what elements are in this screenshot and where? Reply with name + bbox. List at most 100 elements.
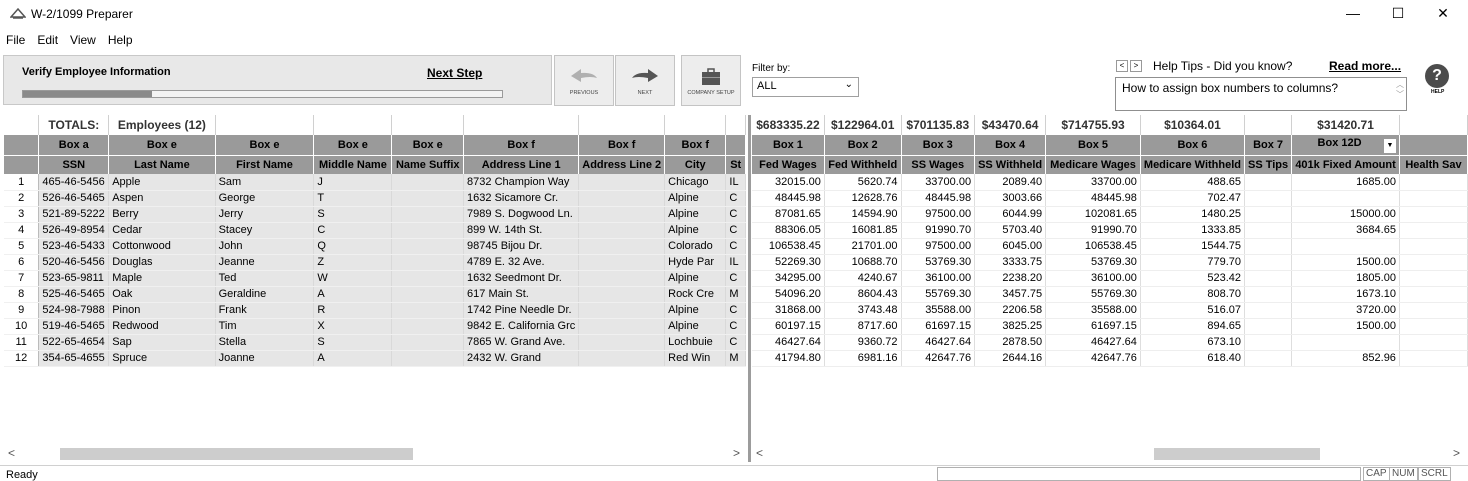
table-cell[interactable]: 33700.00	[1045, 174, 1141, 191]
table-cell[interactable]: 520-46-5456	[38, 254, 110, 271]
table-row[interactable]: 12 354-65-4655 Spruce Joanne A 2432 W. Grand R…	[4, 350, 746, 367]
table-cell[interactable]: 488.65	[1140, 174, 1246, 191]
table-cell[interactable]: 10688.70	[824, 254, 902, 271]
table-row[interactable]: 7 523-65-9811 Maple Ted W 1632 Seedmont Dr. Al…	[4, 270, 746, 287]
table-cell[interactable]: Alpine	[664, 270, 727, 287]
table-cell[interactable]	[1399, 350, 1468, 367]
table-cell[interactable]: 2089.40	[974, 174, 1047, 191]
table-cell[interactable]: 55769.30	[1045, 286, 1141, 303]
read-more-link[interactable]: Read more...	[1329, 59, 1402, 73]
menu-help[interactable]: Help	[107, 33, 133, 47]
table-cell[interactable]: R	[313, 302, 393, 319]
table-cell[interactable]	[1399, 238, 1468, 255]
table-cell[interactable]: 522-65-4654	[38, 334, 110, 351]
table-cell[interactable]	[391, 254, 465, 271]
table-cell[interactable]	[1291, 238, 1400, 255]
table-cell[interactable]: 899 W. 14th St.	[463, 222, 580, 239]
row-number[interactable]: 2	[4, 190, 40, 207]
box-header-cell[interactable]: Box f	[578, 135, 666, 156]
table-cell[interactable]: 3457.75	[974, 286, 1047, 303]
table-cell[interactable]: 516.07	[1140, 302, 1246, 319]
table-cell[interactable]: Sap	[108, 334, 216, 351]
scroll-right-icon[interactable]: >	[1453, 446, 1461, 460]
table-cell[interactable]: 4240.67	[824, 270, 902, 287]
table-cell[interactable]: Jeanne	[215, 254, 315, 271]
table-cell[interactable]: 8717.60	[824, 318, 902, 335]
table-row[interactable]: 9 524-98-7988 Pinon Frank R 1742 Pine Needle …	[4, 302, 746, 319]
table-cell[interactable]: A	[313, 286, 393, 303]
table-cell[interactable]: Cedar	[108, 222, 216, 239]
row-number[interactable]: 10	[4, 318, 40, 335]
column-header[interactable]: SS Wages	[901, 155, 976, 174]
next-button[interactable]: NEXT	[615, 55, 675, 106]
table-cell[interactable]	[1291, 334, 1400, 351]
company-setup-button[interactable]: COMPANY SETUP	[681, 55, 741, 106]
column-header[interactable]: Address Line 2	[578, 155, 666, 174]
table-cell[interactable]: A	[313, 350, 393, 367]
table-cell[interactable]	[578, 174, 666, 191]
table-cell[interactable]: C	[725, 318, 746, 335]
menu-edit[interactable]: Edit	[37, 33, 59, 47]
table-row[interactable]: 6 520-46-5456 Douglas Jeanne Z 4789 E. 32 Ave…	[4, 254, 746, 271]
table-cell[interactable]: Spruce	[108, 350, 216, 367]
table-cell[interactable]: 808.70	[1140, 286, 1246, 303]
table-cell[interactable]: Hyde Par	[664, 254, 727, 271]
table-cell[interactable]	[391, 174, 465, 191]
table-cell[interactable]	[1244, 254, 1293, 271]
table-row[interactable]: 1 465-46-5456 Apple Sam J 8732 Champion Way Ch…	[4, 174, 746, 191]
table-cell[interactable]: 91990.70	[1045, 222, 1141, 239]
table-cell[interactable]: 35588.00	[901, 302, 976, 319]
table-cell[interactable]	[578, 350, 666, 367]
column-header[interactable]: City	[664, 155, 727, 174]
table-cell[interactable]: Red Win	[664, 350, 727, 367]
table-cell[interactable]	[1399, 302, 1468, 319]
table-row[interactable]: 31868.00 3743.48 35588.00 2206.58 35588.00 51…	[752, 302, 1468, 319]
table-cell[interactable]: 617 Main St.	[463, 286, 580, 303]
table-cell[interactable]: 53769.30	[1045, 254, 1141, 271]
column-header[interactable]: Medicare Withheld	[1140, 155, 1246, 174]
column-header[interactable]: Health Sav	[1399, 155, 1468, 174]
table-cell[interactable]: 102081.65	[1045, 206, 1141, 223]
box-header-cell[interactable]: Box f	[463, 135, 580, 156]
table-row[interactable]: 88306.05 16081.85 91990.70 5703.40 91990.70 1…	[752, 222, 1468, 239]
table-cell[interactable]	[1244, 206, 1293, 223]
help-icon[interactable]: ?	[1425, 64, 1449, 88]
table-cell[interactable]: 55769.30	[901, 286, 976, 303]
table-cell[interactable]: 5703.40	[974, 222, 1047, 239]
table-cell[interactable]: W	[313, 270, 393, 287]
table-cell[interactable]: 106538.45	[752, 238, 825, 255]
table-cell[interactable]: C	[725, 334, 746, 351]
table-cell[interactable]: George	[215, 190, 315, 207]
table-cell[interactable]	[1399, 254, 1468, 271]
table-cell[interactable]: 12628.76	[824, 190, 902, 207]
table-cell[interactable]: 7989 S. Dogwood Ln.	[463, 206, 580, 223]
table-cell[interactable]: 34295.00	[752, 270, 825, 287]
table-cell[interactable]: C	[725, 270, 746, 287]
table-cell[interactable]: 618.40	[1140, 350, 1246, 367]
table-cell[interactable]: 1685.00	[1291, 174, 1400, 191]
table-cell[interactable]: 1805.00	[1291, 270, 1400, 287]
table-cell[interactable]	[578, 286, 666, 303]
table-cell[interactable]	[1291, 190, 1400, 207]
table-cell[interactable]	[578, 270, 666, 287]
table-cell[interactable]	[1244, 190, 1293, 207]
column-header[interactable]: SS Withheld	[974, 155, 1047, 174]
table-cell[interactable]: 35588.00	[1045, 302, 1141, 319]
table-cell[interactable]: 9842 E. California Grc	[463, 318, 580, 335]
table-cell[interactable]: 42647.76	[1045, 350, 1141, 367]
table-cell[interactable]: 354-65-4655	[38, 350, 110, 367]
table-cell[interactable]: 5620.74	[824, 174, 902, 191]
table-cell[interactable]: 3003.66	[974, 190, 1047, 207]
table-row[interactable]: 10 519-46-5465 Redwood Tim X 9842 E. Californ…	[4, 318, 746, 335]
table-cell[interactable]	[1399, 222, 1468, 239]
table-cell[interactable]: 87081.65	[752, 206, 825, 223]
box-header-cell[interactable]	[725, 135, 746, 156]
table-cell[interactable]: Cottonwood	[108, 238, 216, 255]
table-cell[interactable]: 98745 Bijou Dr.	[463, 238, 580, 255]
table-cell[interactable]: Alpine	[664, 222, 727, 239]
table-cell[interactable]: 2206.58	[974, 302, 1047, 319]
table-cell[interactable]: C	[313, 222, 393, 239]
scroll-right-icon[interactable]: >	[733, 446, 741, 460]
table-cell[interactable]: 1333.85	[1140, 222, 1246, 239]
table-cell[interactable]: 521-89-5222	[38, 206, 110, 223]
